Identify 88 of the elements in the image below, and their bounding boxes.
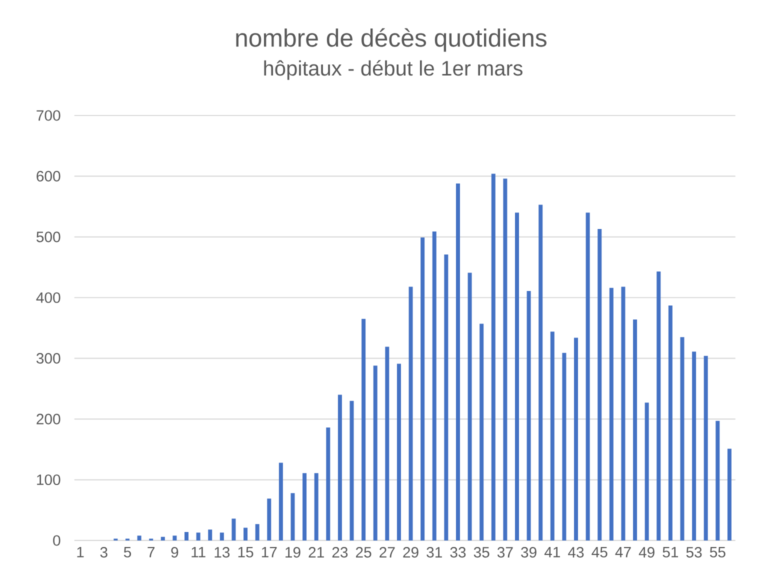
- x-tick-label: 33: [450, 547, 466, 558]
- x-tick-label: 29: [403, 547, 418, 558]
- bar: [396, 364, 401, 540]
- x-tick-label: 9: [171, 547, 178, 558]
- bar: [716, 420, 720, 540]
- bar: [727, 448, 732, 540]
- x-tick-label: 21: [308, 547, 324, 558]
- bar: [586, 212, 590, 540]
- x-tick-label: 1: [77, 547, 84, 558]
- x-tick-label: 17: [262, 547, 277, 558]
- y-tick-label: 100: [37, 474, 60, 486]
- bar: [692, 352, 696, 540]
- x-tick-label: 55: [710, 547, 726, 558]
- x-tick-label: 27: [380, 547, 395, 558]
- x-tick-label: 7: [148, 547, 154, 558]
- x-tick-label: 39: [521, 547, 536, 558]
- bar: [503, 178, 508, 540]
- bar: [278, 462, 283, 540]
- bar: [456, 183, 460, 540]
- bar: [468, 272, 472, 540]
- bar: [609, 288, 614, 540]
- y-tick-label: 0: [53, 535, 60, 546]
- bar: [562, 352, 566, 540]
- chart-title: nombre de décès quotidiens: [236, 28, 546, 52]
- bar: [385, 346, 390, 540]
- x-tick-label: 13: [214, 547, 230, 558]
- x-tick-label: 41: [544, 547, 560, 558]
- bar: [267, 498, 272, 540]
- bar: [515, 212, 519, 540]
- bar: [196, 532, 200, 540]
- bar: [314, 473, 318, 540]
- y-tick-label: 700: [36, 110, 60, 121]
- bar: [420, 238, 425, 540]
- bar: [621, 286, 626, 540]
- x-tick-label: 11: [192, 547, 206, 558]
- y-tick-label: 200: [36, 414, 60, 424]
- x-tick-label: 5: [124, 547, 132, 558]
- bar: [338, 394, 342, 540]
- x-tick-label: 35: [474, 547, 490, 558]
- x-tick-label: 23: [332, 547, 348, 558]
- x-tick-label: 49: [638, 547, 654, 558]
- bar: [326, 428, 330, 540]
- bar: [362, 318, 366, 540]
- bar: [680, 337, 684, 540]
- x-tick-label: 53: [686, 547, 702, 558]
- bar: [656, 272, 661, 540]
- bar: [184, 532, 189, 540]
- y-tick-label: 600: [36, 170, 60, 182]
- bar: [444, 254, 448, 540]
- y-tick-label: 300: [36, 353, 60, 364]
- bar: [373, 366, 378, 540]
- bar: [432, 231, 436, 540]
- bar: [538, 204, 543, 540]
- bar: [574, 338, 578, 540]
- x-tick-label: 3: [100, 547, 108, 558]
- y-tick-label: 400: [36, 292, 60, 303]
- bar: [160, 536, 165, 540]
- bar: [302, 473, 307, 540]
- bar: [350, 400, 354, 540]
- bar: [137, 536, 142, 540]
- bar: [172, 536, 177, 540]
- bar: [550, 332, 554, 540]
- bar: [704, 356, 708, 540]
- bar: [220, 532, 224, 540]
- x-tick-label: 37: [497, 547, 513, 558]
- chart-subtitle: hôpitaux - début le 1er mars: [264, 60, 522, 80]
- bar: [290, 493, 295, 540]
- bar: [255, 524, 260, 540]
- x-tick-label: 47: [615, 547, 631, 558]
- x-tick-label: 19: [286, 547, 300, 558]
- bar: [232, 518, 236, 540]
- x-tick-label: 43: [568, 547, 584, 558]
- x-tick-label: 25: [356, 547, 372, 558]
- x-tick-label: 45: [592, 547, 608, 558]
- bar: [598, 229, 602, 540]
- bar: [491, 174, 496, 540]
- x-tick-label: 51: [662, 547, 678, 558]
- bar: [408, 286, 413, 540]
- bar: [480, 324, 484, 540]
- x-tick-label: 15: [238, 547, 254, 558]
- y-tick-label: 500: [36, 232, 60, 242]
- bar: [633, 319, 638, 540]
- bar: [668, 306, 672, 540]
- bar: [208, 530, 212, 540]
- bar: [644, 402, 649, 540]
- bar: [244, 528, 248, 540]
- x-tick-label: 31: [426, 547, 442, 558]
- bar: [526, 290, 531, 540]
